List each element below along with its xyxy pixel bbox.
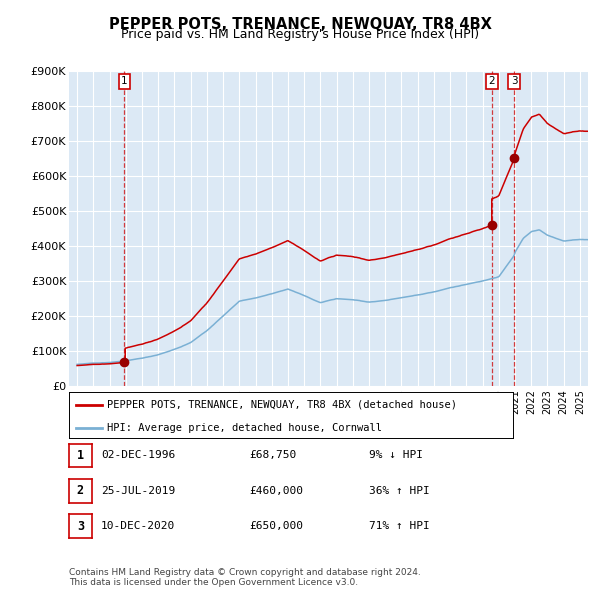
Text: 3: 3 [77,520,84,533]
Text: 1: 1 [77,449,84,462]
Text: 25-JUL-2019: 25-JUL-2019 [101,486,175,496]
Text: £68,750: £68,750 [249,451,296,460]
Text: £460,000: £460,000 [249,486,303,496]
Text: PEPPER POTS, TRENANCE, NEWQUAY, TR8 4BX (detached house): PEPPER POTS, TRENANCE, NEWQUAY, TR8 4BX … [107,399,457,409]
Text: PEPPER POTS, TRENANCE, NEWQUAY, TR8 4BX: PEPPER POTS, TRENANCE, NEWQUAY, TR8 4BX [109,17,491,31]
Text: 2: 2 [77,484,84,497]
Text: Price paid vs. HM Land Registry's House Price Index (HPI): Price paid vs. HM Land Registry's House … [121,28,479,41]
Text: 10-DEC-2020: 10-DEC-2020 [101,522,175,531]
Text: £650,000: £650,000 [249,522,303,531]
Text: 71% ↑ HPI: 71% ↑ HPI [369,522,430,531]
Text: 36% ↑ HPI: 36% ↑ HPI [369,486,430,496]
Text: 1: 1 [121,76,128,86]
Text: 3: 3 [511,76,517,86]
Text: 02-DEC-1996: 02-DEC-1996 [101,451,175,460]
Text: 2: 2 [488,76,495,86]
Text: HPI: Average price, detached house, Cornwall: HPI: Average price, detached house, Corn… [107,422,382,432]
Text: Contains HM Land Registry data © Crown copyright and database right 2024.
This d: Contains HM Land Registry data © Crown c… [69,568,421,587]
Text: 9% ↓ HPI: 9% ↓ HPI [369,451,423,460]
